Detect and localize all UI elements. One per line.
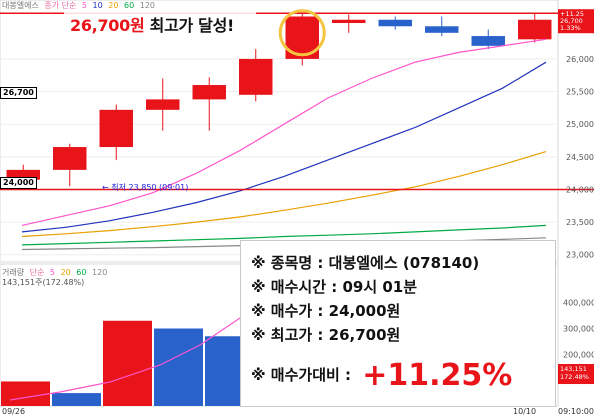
candle-body bbox=[471, 36, 505, 46]
info-buy-price: ※ 매수가 : 24,000원 bbox=[251, 299, 555, 323]
info-ratio: ※ 매수가대비 : +11.25% bbox=[251, 355, 555, 395]
ma-line-60 bbox=[21, 224, 547, 246]
candle-body bbox=[378, 19, 412, 27]
ma-legend-20: 20 bbox=[108, 1, 119, 10]
ma-line-10 bbox=[21, 61, 547, 233]
info-buy-time: ※ 매수시간 : 09시 01분 bbox=[251, 275, 555, 299]
volume-ma-label: 단순 bbox=[29, 268, 45, 277]
callout-text: 최고가 달성! bbox=[149, 16, 235, 35]
trade-info-box: ※ 종목명 : 대봉엘에스 (078140) ※ 매수시간 : 09시 01분 … bbox=[240, 240, 556, 407]
price-y-tick: 23,500 bbox=[566, 218, 594, 227]
price-y-tick: 23,000 bbox=[566, 251, 594, 260]
price-y-tick: 26,000 bbox=[566, 55, 594, 64]
right-price-label: +11.25 bbox=[560, 10, 584, 18]
right-volume-label: 143,151 bbox=[560, 365, 587, 373]
candle-body bbox=[53, 147, 87, 170]
volume-y-tick: 300,000 bbox=[563, 325, 594, 334]
info-ratio-label: ※ 매수가대비 : bbox=[251, 366, 357, 384]
info-stock-name-value: 대봉엘에스 (078140) bbox=[328, 254, 480, 272]
callout-backdrop bbox=[64, 8, 256, 34]
high-price-circle bbox=[278, 9, 326, 57]
ma-legend-60: 60 bbox=[124, 1, 135, 10]
ma-line-5 bbox=[21, 38, 547, 226]
info-stock-name-label: ※ 종목명 : bbox=[251, 254, 329, 272]
volume-ma-60: 60 bbox=[76, 268, 87, 277]
volume-bar bbox=[103, 320, 152, 406]
axis-labels: 26,700 26,000 25,500 25,000 24,500 24,000 23,5… bbox=[563, 9, 594, 385]
volume-y-tick: 200,000 bbox=[563, 350, 594, 359]
callout-price: 26,700원 bbox=[70, 16, 145, 35]
candle-body bbox=[146, 99, 180, 110]
price-y-tick: 24,000 bbox=[566, 185, 594, 194]
info-high-price-label: ※ 최고가 : bbox=[251, 326, 329, 344]
volume-ma-20: 20 bbox=[60, 268, 71, 277]
price-y-tick: 24,500 bbox=[566, 153, 594, 162]
price-legend: 대봉엘에스 종가 단순 5 10 20 60 120 bbox=[2, 0, 155, 11]
candle-body bbox=[332, 19, 366, 24]
candle-body bbox=[6, 169, 40, 180]
right-price-label: 26,700 bbox=[560, 17, 583, 25]
right-volume-tag bbox=[558, 364, 594, 385]
stock-name: 대봉엘에스 bbox=[2, 1, 39, 10]
volume-bar bbox=[1, 381, 50, 406]
info-high-price-value: 26,700원 bbox=[328, 326, 401, 344]
price-candles bbox=[6, 13, 552, 187]
x-label-mid-date: 10/10 bbox=[513, 407, 537, 416]
low-price-text: 최저 23,850 (09:01) bbox=[111, 183, 189, 192]
info-ratio-value: +11.25% bbox=[362, 358, 513, 393]
x-label-left-date: 09/26 bbox=[2, 407, 26, 416]
volume-bar bbox=[52, 393, 101, 406]
price-line-label-top: 26,700 bbox=[0, 87, 37, 99]
volume-ma-5: 5 bbox=[49, 268, 56, 277]
volume-ma-120: 120 bbox=[92, 268, 108, 277]
candle-body bbox=[239, 58, 273, 95]
volume-bar bbox=[154, 328, 203, 406]
right-price-tag bbox=[558, 9, 594, 34]
right-price-label: 1.33% bbox=[560, 24, 581, 32]
ma-line-20 bbox=[21, 151, 547, 238]
ma-legend-label: 종가 단순 bbox=[44, 1, 77, 10]
info-buy-time-value: 09시 01분 bbox=[342, 278, 418, 296]
info-buy-time-label: ※ 매수시간 : bbox=[251, 278, 343, 296]
volume-sub-legend: 143,151주(172.48%) bbox=[2, 278, 85, 287]
low-price-annotation: ← 최저 23,850 (09:01) bbox=[102, 183, 189, 192]
price-y-tick: 25,500 bbox=[566, 88, 594, 97]
volume-ma-line bbox=[9, 317, 241, 401]
x-label-right-time: 09:10:00 bbox=[558, 407, 594, 416]
candle-body bbox=[518, 19, 552, 40]
volume-legend-label: 거래량 bbox=[2, 268, 25, 277]
info-buy-price-value: 24,000원 bbox=[328, 302, 401, 320]
info-buy-price-label: ※ 매수가 : bbox=[251, 302, 329, 320]
ma-legend-120: 120 bbox=[139, 1, 156, 10]
volume-legend: 거래량 단순 5 20 60 120 bbox=[2, 267, 107, 278]
info-high-price: ※ 최고가 : 26,700원 bbox=[251, 323, 555, 347]
ma-legend-10: 10 bbox=[92, 1, 103, 10]
candle-body bbox=[192, 85, 226, 100]
candle-body bbox=[425, 26, 459, 33]
ma-legend-5: 5 bbox=[81, 1, 87, 10]
price-line-label-bottom: 24,000 bbox=[0, 177, 37, 189]
right-volume-label: 172.48% bbox=[560, 373, 589, 381]
highest-price-callout: 26,700원 최고가 달성! bbox=[70, 12, 234, 36]
candle-body bbox=[99, 109, 133, 148]
info-stock-name: ※ 종목명 : 대봉엘에스 (078140) bbox=[251, 251, 555, 275]
price-y-tick: 25,000 bbox=[566, 120, 594, 129]
volume-y-tick: 400,000 bbox=[563, 299, 594, 308]
